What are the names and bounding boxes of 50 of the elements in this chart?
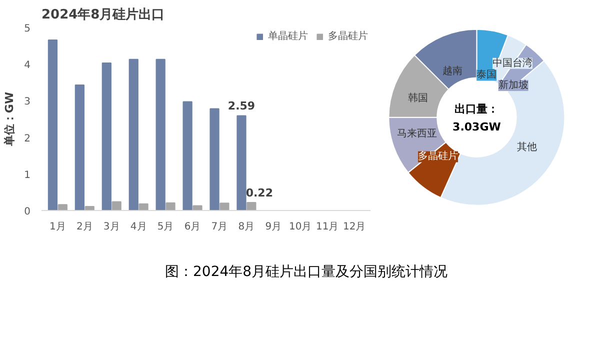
slice-label: 多晶硅片 (418, 150, 458, 162)
bar (58, 204, 68, 210)
bar (166, 202, 176, 210)
y-tick-label: 1 (24, 170, 31, 181)
x-tick-label: 2月 (76, 222, 93, 232)
x-tick-label: 7月 (211, 222, 228, 232)
text: 图：2024年8月硅片出口量及分国别统计情况 (165, 263, 448, 282)
slice-label: 越南 (442, 64, 462, 77)
x-tick-label: 6月 (184, 222, 201, 232)
slice-label: 其他 (517, 140, 538, 153)
x-tick-label: 10月 (289, 222, 312, 232)
x-tick-label: 5月 (157, 222, 174, 232)
bar (210, 108, 220, 210)
bar (236, 115, 246, 210)
chart-title: 2024年8月硅片出口 (42, 8, 165, 22)
slice-label: 新加坡 (498, 79, 528, 92)
bar (192, 205, 202, 210)
slice-label: 韩国 (408, 92, 428, 104)
bar (48, 39, 58, 210)
legend-label: 单晶硅片 (268, 30, 308, 43)
data-label: 0.22 (246, 186, 273, 200)
y-tick-label: 5 (24, 24, 31, 34)
y-tick-label: 2 (24, 133, 31, 144)
x-tick-label: 8月 (238, 222, 255, 232)
slice-label: 泰国 (476, 70, 497, 81)
x-tick-label: 1月 (50, 222, 66, 232)
x-tick-label: 11月 (316, 222, 339, 232)
slice-label: 中国台湾 (492, 56, 533, 69)
bar (74, 84, 84, 210)
y-axis-title: 单位：GW (3, 92, 16, 148)
legend-label: 多晶硅片 (328, 30, 368, 43)
text: 3.03GW (452, 120, 501, 134)
bar (128, 58, 138, 210)
bar (246, 202, 256, 210)
bar (138, 203, 148, 210)
bar (220, 202, 230, 210)
slice-label: 马来西亚 (396, 127, 437, 140)
x-tick-label: 12月 (342, 222, 366, 232)
y-tick-label: 4 (24, 60, 31, 72)
x-tick-label: 9月 (265, 222, 282, 232)
x-tick-label: 3月 (103, 222, 120, 232)
text: 出口量： (454, 102, 499, 116)
y-tick-label: 3 (24, 96, 31, 108)
data-label: 2.59 (228, 100, 256, 113)
x-tick-label: 4月 (130, 222, 147, 232)
bar (102, 62, 112, 210)
bar (182, 101, 192, 210)
bar (156, 58, 166, 210)
bar (112, 201, 122, 210)
y-tick-label: 0 (24, 206, 31, 218)
